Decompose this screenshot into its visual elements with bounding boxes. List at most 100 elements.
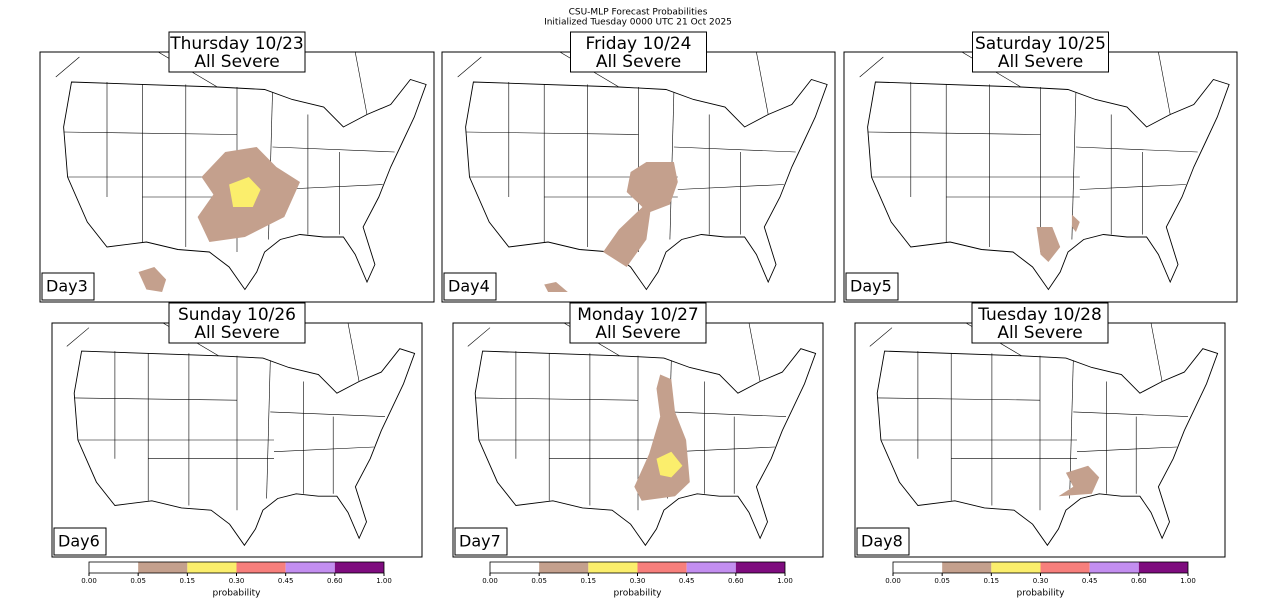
state-line (1150, 322, 1163, 382)
title-box (569, 302, 707, 344)
probability-area (1036, 227, 1061, 262)
day-label: Day8 (861, 532, 903, 551)
day-label: Day7 (459, 532, 501, 551)
state-line (869, 327, 893, 347)
colorbar-tick-label: 0.00 (885, 577, 901, 585)
colorbar-tick-label: 0.60 (327, 577, 343, 585)
state-line (877, 397, 1041, 401)
colorbar-tick-label: 1.00 (777, 577, 793, 585)
colorbar-swatch (1138, 562, 1188, 573)
day-label: Day6 (58, 532, 100, 551)
day-box (443, 272, 497, 301)
panel-label: All Severe (194, 52, 279, 72)
state-line (467, 327, 491, 347)
colorbar-label: probability (613, 589, 662, 599)
state-line (1075, 146, 1198, 153)
colorbar-tick-label: 0.15 (180, 577, 196, 585)
probability-area (656, 451, 683, 478)
state-line (756, 51, 769, 115)
probability-area (138, 267, 167, 292)
day-label: Day5 (850, 277, 892, 296)
day-box (53, 527, 107, 556)
colorbar-swatch (893, 562, 943, 573)
colorbar-tick-label: 0.60 (1131, 577, 1147, 585)
probability-area (603, 162, 678, 267)
state-line (1079, 184, 1186, 190)
colorbar-tick-label: 1.00 (1180, 577, 1196, 585)
panel-date: Friday 10/24 (586, 34, 692, 54)
panel-label: All Severe (997, 323, 1082, 343)
colorbar-swatch (138, 562, 188, 573)
state-line (66, 327, 90, 347)
day-box (41, 272, 95, 301)
colorbar-tick-label: 0.60 (728, 577, 744, 585)
colorbar-label: probability (1016, 589, 1065, 599)
state-line (867, 131, 1041, 135)
colorbar-tick-label: 0.45 (679, 577, 695, 585)
state-line (673, 146, 796, 153)
probability-area (1071, 214, 1080, 232)
state-line (674, 446, 775, 452)
colorbar-swatch (490, 562, 540, 573)
day-box (454, 527, 508, 556)
day-box (845, 272, 899, 301)
state-line (347, 322, 360, 382)
colorbar-tick-label: 0.30 (229, 577, 245, 585)
colorbar-swatch (588, 562, 638, 573)
colorbar-tick-label: 0.15 (984, 577, 1000, 585)
state-line (266, 360, 271, 499)
colorbar-tick-label: 0.00 (81, 577, 97, 585)
us-outline (465, 78, 828, 291)
panel-label: All Severe (194, 323, 279, 343)
state-line (1073, 411, 1189, 417)
state-line (1158, 51, 1171, 115)
colorbar-tick-label: 0.05 (130, 577, 146, 585)
probability-area (229, 177, 261, 207)
state-line (1071, 91, 1077, 240)
us-outline (63, 78, 427, 291)
colorbar-swatch (285, 562, 335, 573)
colorbar-tick-label: 0.30 (630, 577, 646, 585)
panel-date: Thursday 10/23 (169, 34, 303, 54)
probability-area (1058, 465, 1100, 497)
colorbar-tick-label: 0.15 (581, 577, 597, 585)
us-outline (876, 348, 1219, 547)
colorbar-swatch (539, 562, 589, 573)
state-line (671, 411, 787, 417)
panel-date: Sunday 10/26 (178, 305, 296, 325)
state-line (63, 131, 238, 135)
colorbar-swatch (991, 562, 1041, 573)
panel-label: All Severe (595, 323, 680, 343)
day-label: Day3 (46, 277, 88, 296)
us-outline (474, 348, 817, 547)
panel-date: Tuesday 10/28 (977, 305, 1102, 325)
colorbar-swatch (686, 562, 736, 573)
panel-date: Monday 10/27 (577, 305, 699, 325)
colorbar-swatch (1040, 562, 1090, 573)
panel-label: All Severe (998, 52, 1083, 72)
title-box (570, 31, 707, 73)
panel-date: Saturday 10/25 (975, 34, 1106, 54)
title-box (168, 31, 306, 73)
colorbar-label: probability (212, 589, 261, 599)
us-outline (73, 348, 416, 547)
panel-label: All Severe (596, 52, 681, 72)
state-line (74, 397, 238, 401)
colorbar-swatch (187, 562, 237, 573)
colorbar-tick-label: 0.45 (278, 577, 294, 585)
colorbar-tick-label: 0.00 (482, 577, 498, 585)
figure-title: CSU-MLP Forecast Probabilities (569, 8, 708, 18)
colorbar: 0.00 0.05 0.15 0.30 0.45 0.60 1.00 probability (81, 561, 392, 599)
colorbar-swatch (236, 562, 286, 573)
state-line (270, 411, 386, 417)
colorbar: 0.00 0.05 0.15 0.30 0.45 0.60 1.00 probability (482, 561, 793, 599)
us-outline (867, 78, 1230, 291)
colorbar-swatch (1089, 562, 1139, 573)
colorbar-tick-label: 0.30 (1033, 577, 1049, 585)
day-box (856, 527, 910, 556)
